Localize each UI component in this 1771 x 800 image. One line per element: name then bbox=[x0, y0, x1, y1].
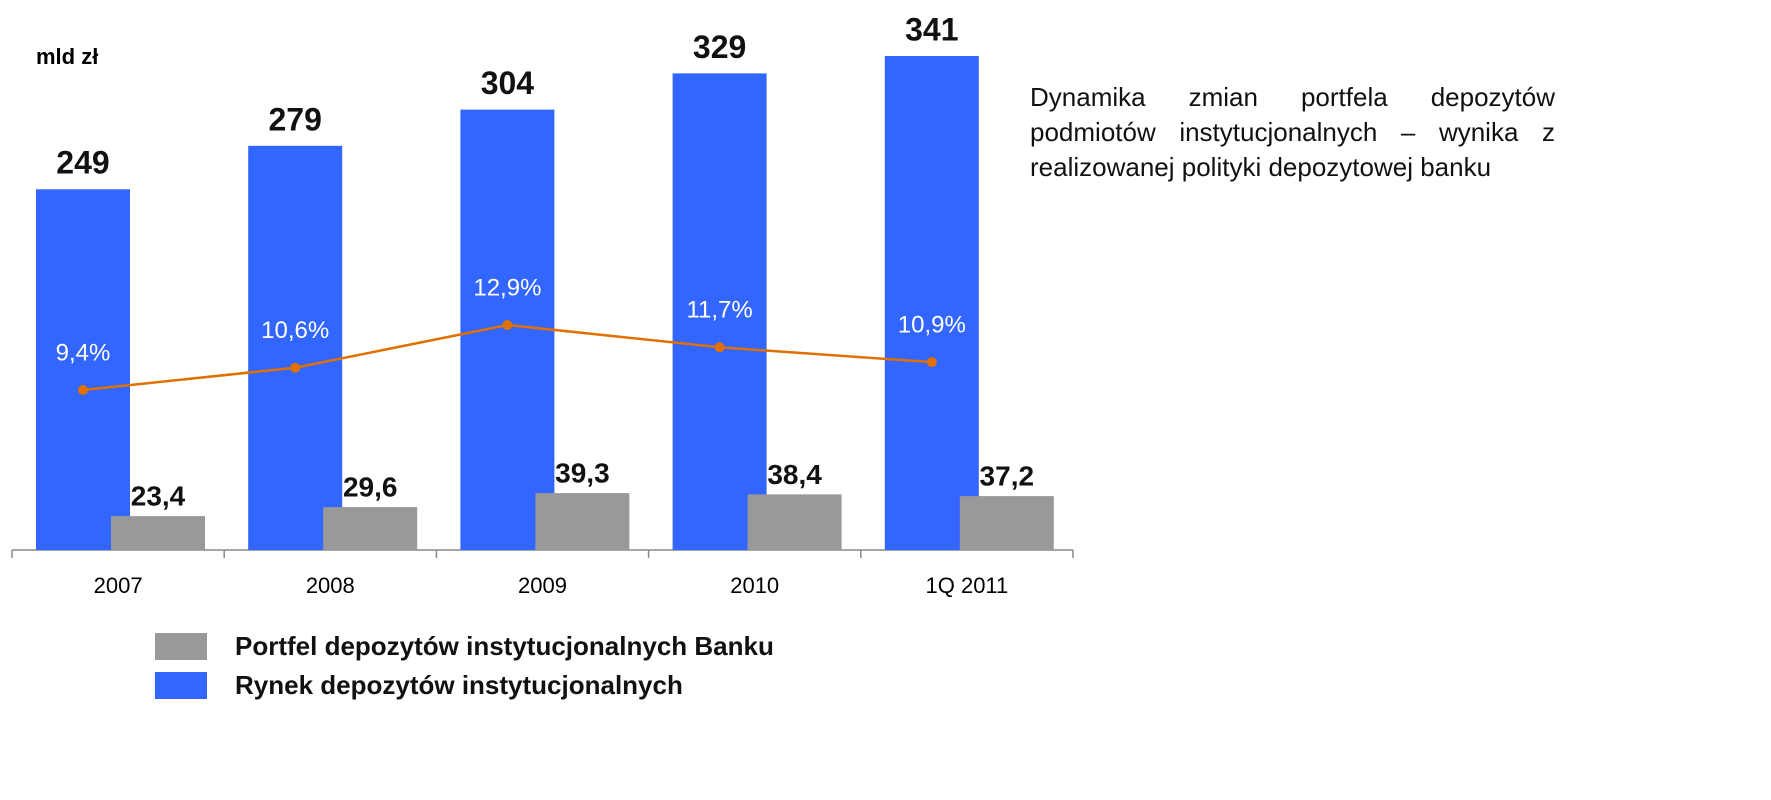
data-label: 11,7% bbox=[686, 297, 752, 324]
x-tick-label: 2010 bbox=[730, 573, 779, 598]
bar bbox=[248, 145, 343, 550]
data-label: 29,6 bbox=[343, 472, 398, 503]
unit-label: mld zł bbox=[36, 44, 98, 69]
bar bbox=[672, 73, 767, 551]
bar bbox=[111, 516, 205, 550]
line-point bbox=[714, 342, 725, 353]
data-label: 12,9% bbox=[473, 274, 541, 301]
legend-swatch bbox=[155, 633, 207, 660]
data-label: 39,3 bbox=[555, 457, 610, 488]
data-label: 304 bbox=[481, 65, 535, 101]
data-label: 38,4 bbox=[767, 459, 822, 490]
data-label: 279 bbox=[269, 101, 322, 137]
data-label: 37,2 bbox=[980, 460, 1035, 491]
legend-label: Rynek depozytów instytucjonalnych bbox=[235, 670, 683, 700]
data-label: 10,9% bbox=[898, 311, 966, 338]
data-label: 341 bbox=[905, 11, 958, 47]
line-point bbox=[78, 385, 88, 395]
legend-label: Portfel depozytów instytucjonalnych Bank… bbox=[235, 631, 774, 661]
data-label: 329 bbox=[693, 29, 746, 65]
annotation: Dynamika zmian portfela depozytów podmio… bbox=[1030, 82, 1555, 182]
bar bbox=[36, 189, 130, 550]
legend-swatch bbox=[155, 672, 207, 699]
data-label: 9,4% bbox=[56, 339, 111, 366]
x-tick-label: 2007 bbox=[94, 573, 143, 598]
x-tick-label: 1Q 2011 bbox=[926, 573, 1009, 598]
data-label: 249 bbox=[56, 145, 109, 181]
bar bbox=[747, 494, 842, 550]
bar bbox=[884, 56, 979, 550]
bar bbox=[959, 496, 1054, 550]
data-label: 23,4 bbox=[131, 480, 186, 511]
data-label: 10,6% bbox=[261, 317, 329, 344]
bar bbox=[535, 493, 630, 550]
line-point bbox=[502, 320, 513, 330]
bar bbox=[323, 507, 418, 550]
x-tick-label: 2009 bbox=[518, 573, 567, 598]
x-tick-label: 2008 bbox=[306, 573, 355, 598]
line-point bbox=[926, 357, 937, 368]
line-point bbox=[290, 362, 301, 373]
